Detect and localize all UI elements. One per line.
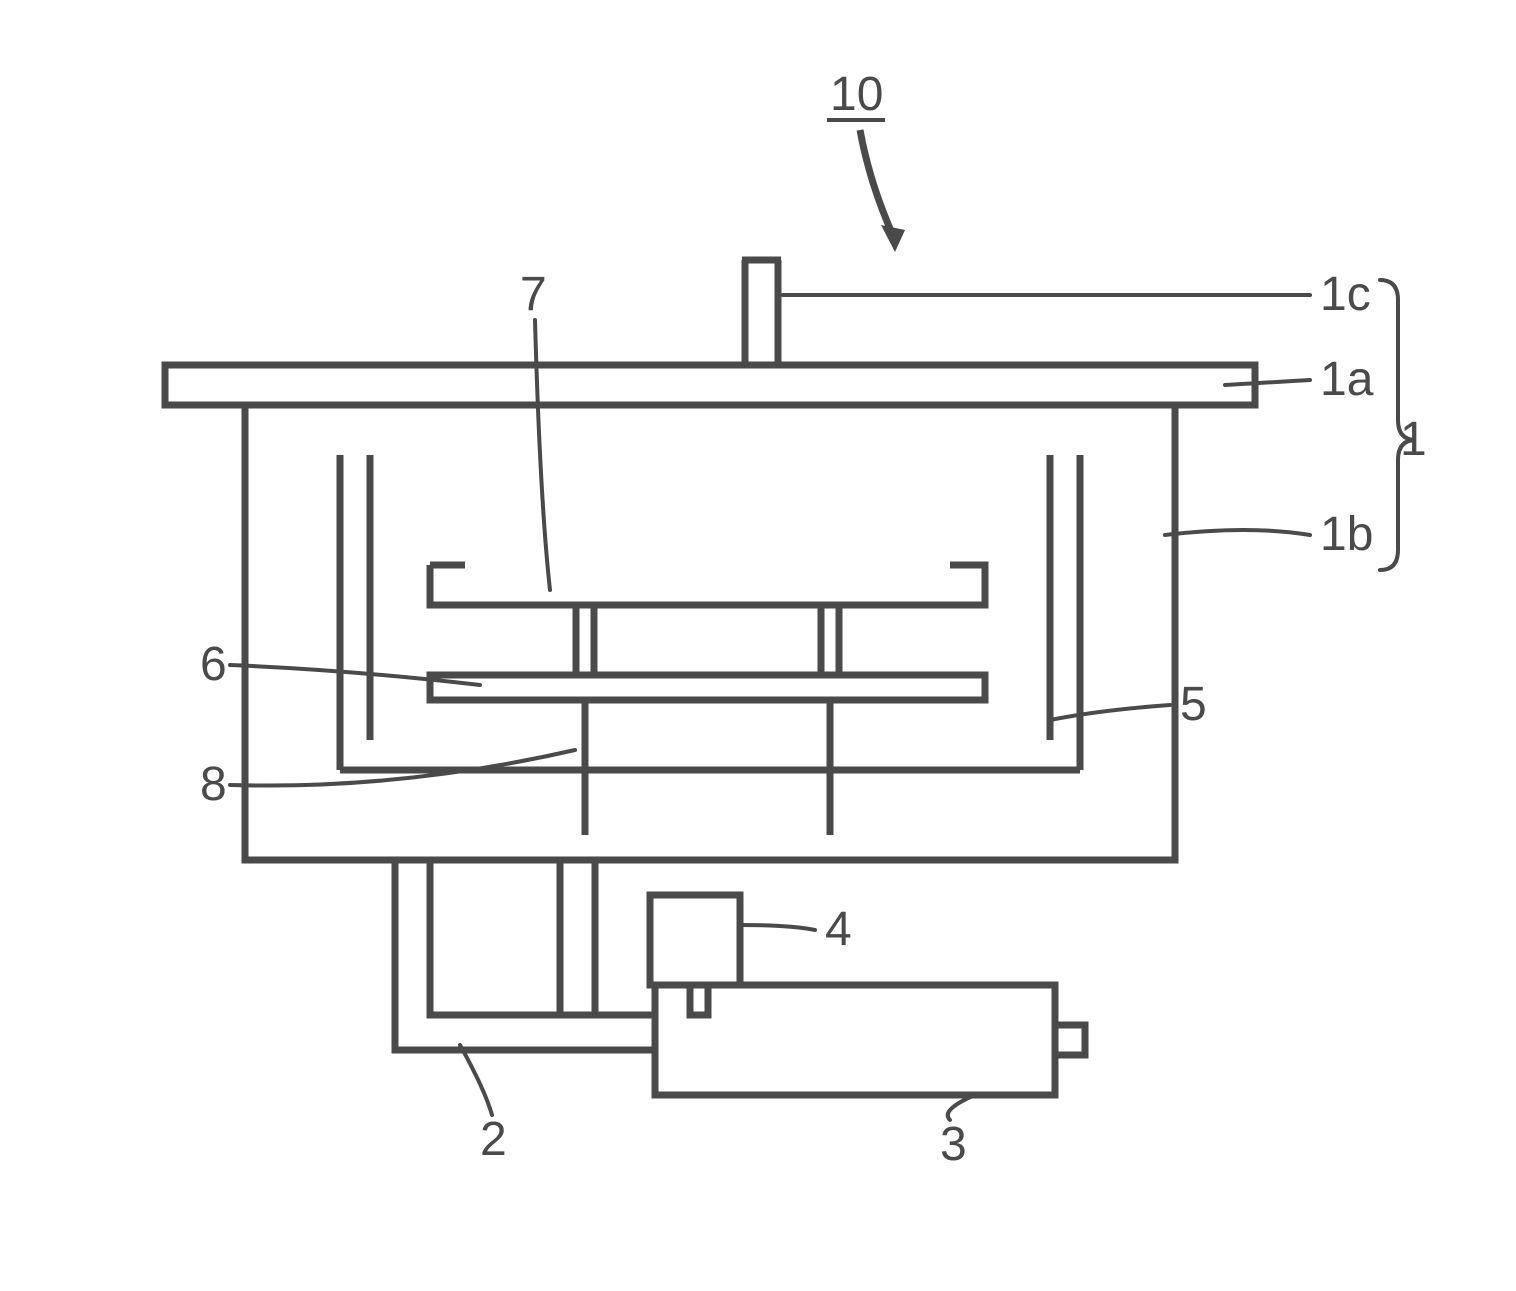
label-1: 1 — [1400, 413, 1427, 466]
tray-7 — [430, 565, 985, 605]
heater-6 — [430, 675, 985, 700]
label-5: 5 — [1180, 678, 1207, 731]
label-6: 6 — [200, 638, 227, 691]
label-3: 3 — [940, 1118, 967, 1171]
label-10: 10 — [830, 68, 883, 121]
chamber-body-1b — [245, 405, 1175, 860]
label-8: 8 — [200, 758, 227, 811]
pump-3 — [655, 985, 1085, 1095]
label-1b: 1b — [1320, 508, 1373, 561]
pegs — [576, 605, 839, 675]
labels: 10 1 1a 1b 1c 2 3 4 5 6 7 8 — [200, 68, 1427, 1171]
label-7: 7 — [520, 268, 547, 321]
technical-diagram: 10 1 1a 1b 1c 2 3 4 5 6 7 8 — [0, 0, 1516, 1291]
label-1c: 1c — [1320, 268, 1371, 321]
exhaust-pipe-2 — [395, 860, 655, 1050]
lid-1a — [165, 365, 1255, 405]
inner-box-5 — [340, 455, 1080, 770]
valve-4 — [650, 895, 740, 1015]
label-2: 2 — [480, 1113, 507, 1166]
gas-inlet-1c — [742, 260, 781, 365]
assembly-arrow — [860, 130, 905, 252]
label-4: 4 — [825, 903, 852, 956]
label-1a: 1a — [1320, 353, 1374, 406]
